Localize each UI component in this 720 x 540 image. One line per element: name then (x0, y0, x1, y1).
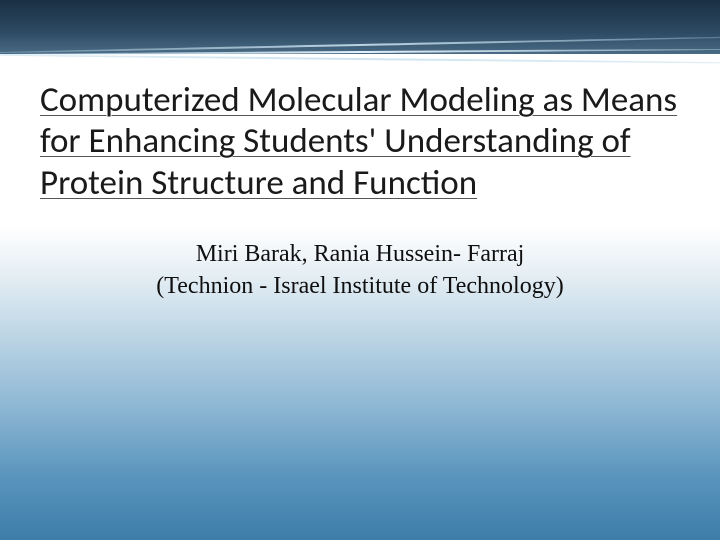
slide-title: Computerized Molecular Modeling as Means… (40, 80, 680, 204)
header-band (0, 0, 720, 54)
slide-content: Computerized Molecular Modeling as Means… (40, 80, 680, 303)
authors-line: Miri Barak, Rania Hussein- Farraj (40, 238, 680, 270)
affiliation-line: (Technion - Israel Institute of Technolo… (40, 270, 680, 302)
authors-block: Miri Barak, Rania Hussein- Farraj (Techn… (40, 238, 680, 303)
